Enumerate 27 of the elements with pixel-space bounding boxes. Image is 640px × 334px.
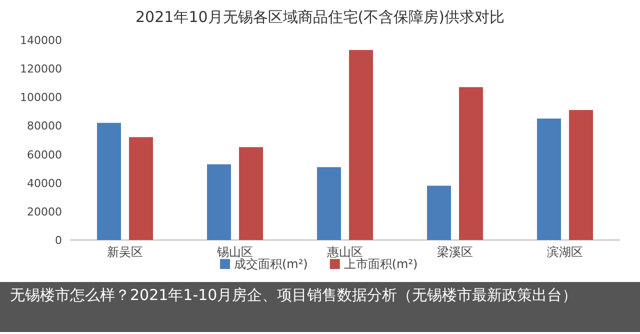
x-tick-label: 新吴区 xyxy=(107,245,143,259)
bar xyxy=(349,50,373,240)
y-tick-label: 40000 xyxy=(27,176,62,190)
x-tick-label: 锡山区 xyxy=(216,245,253,259)
bar xyxy=(317,167,341,240)
y-tick-label: 80000 xyxy=(27,120,62,133)
bar xyxy=(129,137,153,240)
y-tick-label: 100000 xyxy=(20,91,62,104)
bar xyxy=(239,147,263,240)
text: 无锡楼市怎么样？2021年1-10月房企、项目销售数据分析（无锡楼市最新政策出台） xyxy=(10,285,578,306)
legend-label: 成交面积(m²) xyxy=(234,257,308,271)
bar xyxy=(427,186,451,240)
y-tick-label: 140000 xyxy=(20,34,62,47)
y-tick-label: 0 xyxy=(55,234,62,247)
y-tick-label: 60000 xyxy=(27,148,62,162)
y-tick-label: 120000 xyxy=(20,62,62,76)
bar xyxy=(537,118,561,240)
bar xyxy=(207,164,231,240)
bar xyxy=(459,87,483,240)
x-tick-label: 惠山区 xyxy=(326,245,363,259)
y-tick-label: 20000 xyxy=(27,205,62,218)
x-tick-label: 梁溪区 xyxy=(437,245,473,259)
chart-title: 2021年10月无锡各区域商品住宅(不含保障房)供求对比 xyxy=(136,8,504,26)
bar xyxy=(569,110,593,240)
legend-label: 上市面积(m²) xyxy=(344,257,418,271)
x-tick-label: 滨湖区 xyxy=(547,245,583,259)
bar xyxy=(97,122,121,240)
